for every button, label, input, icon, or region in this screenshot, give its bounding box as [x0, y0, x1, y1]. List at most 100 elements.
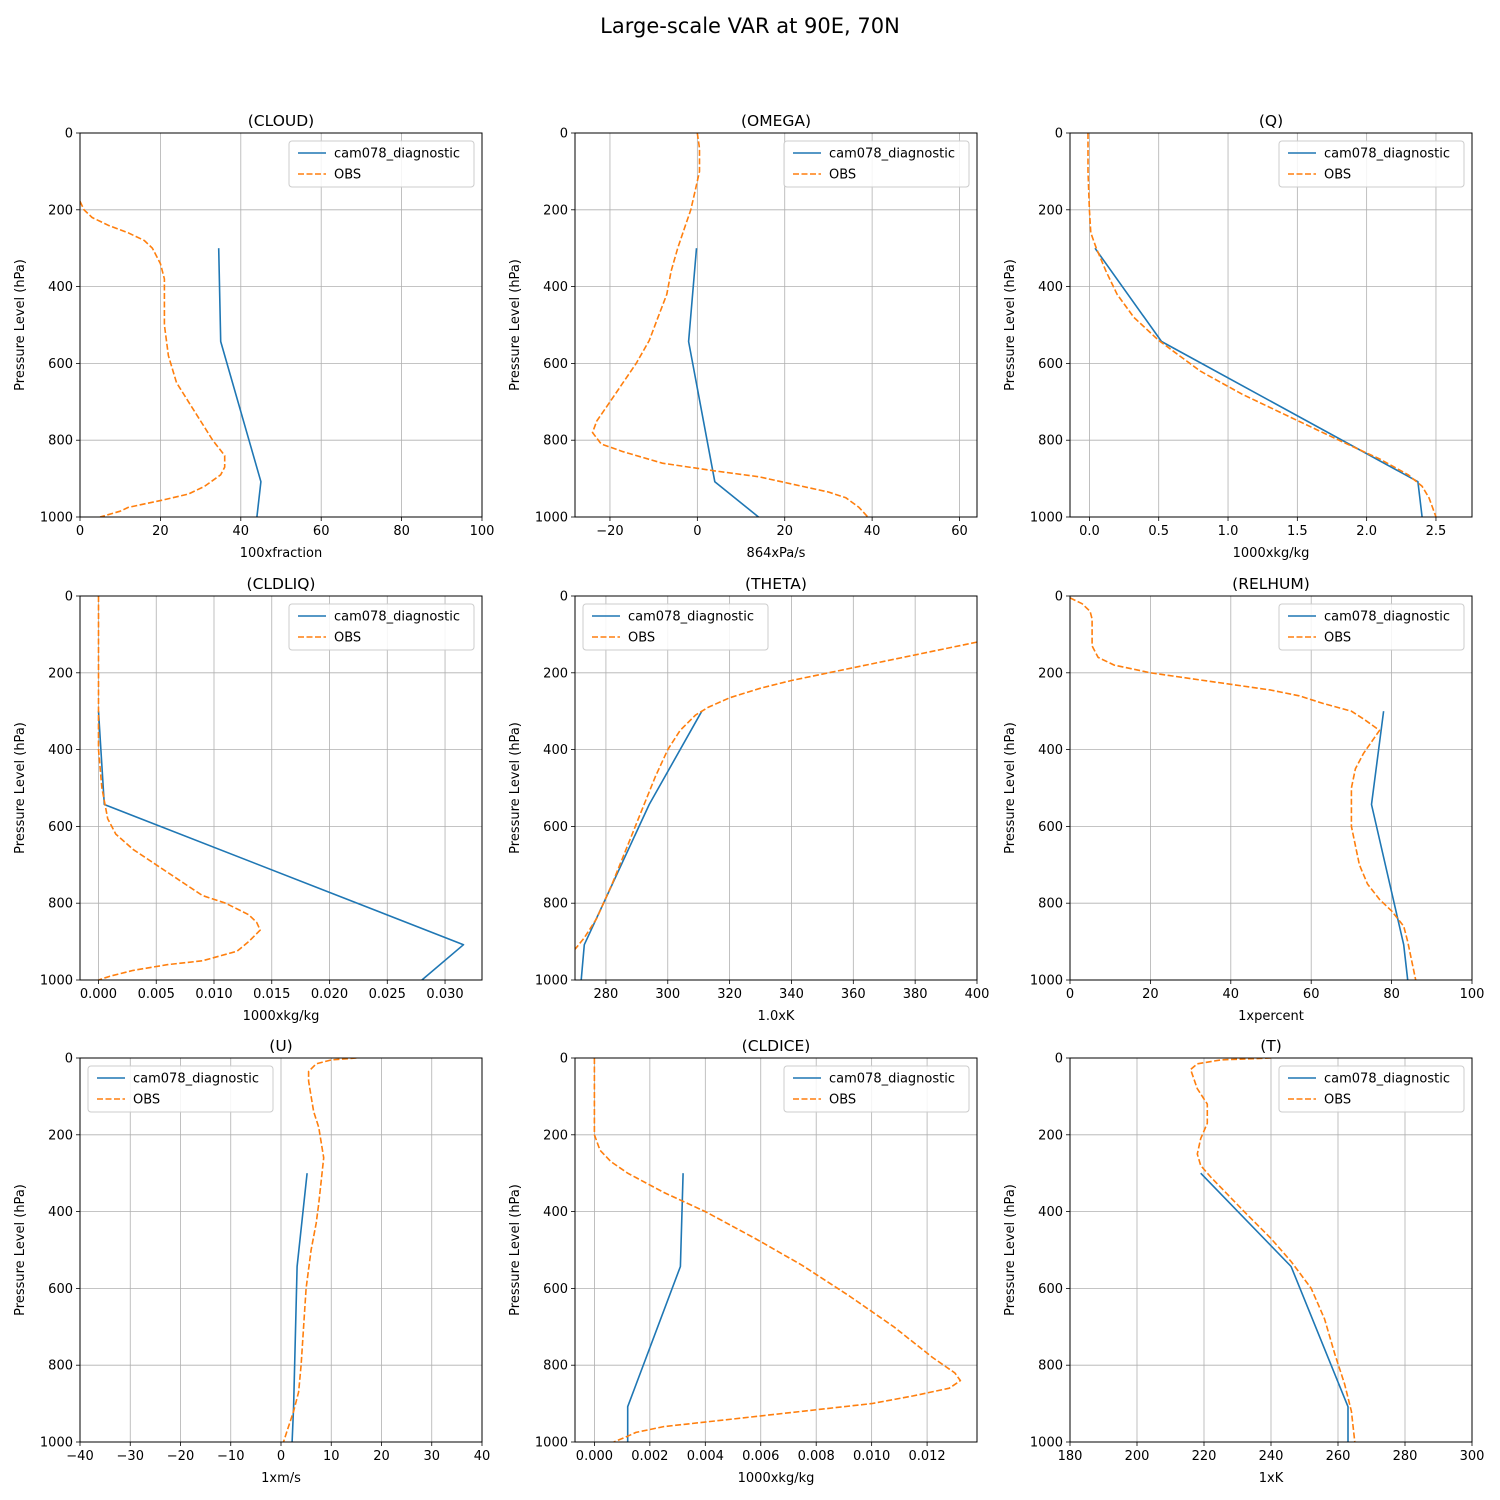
legend-label: cam078_diagnostic — [1324, 610, 1450, 625]
y-axis-label: Pressure Level (hPa) — [1003, 1184, 1018, 1316]
x-axis-label: 1000xkg/kg — [1233, 546, 1310, 561]
y-tick-label: 600 — [48, 357, 73, 372]
legend: cam078_diagnostic OBS — [1278, 1065, 1465, 1113]
y-tick-label: 400 — [1038, 1205, 1063, 1220]
plot-frame — [1069, 1057, 1473, 1443]
subplot-title: (OMEGA) — [741, 112, 811, 130]
y-tick-label: 800 — [543, 1359, 568, 1374]
x-tick-label: 0.012 — [908, 1449, 945, 1464]
series-line-model — [291, 1173, 308, 1442]
series-line-obs — [593, 1058, 962, 1442]
series-line-model — [1200, 1172, 1349, 1442]
legend-label: OBS — [1324, 631, 1351, 646]
subplot-omega: −20 0 20 40 6002004006008001000(OMEGA)864xPa… — [508, 112, 978, 561]
legend-label: OBS — [829, 168, 856, 183]
y-tick-label: 0 — [65, 127, 73, 142]
series-line-obs — [591, 133, 869, 517]
x-tick-label: 200 — [1125, 1449, 1150, 1464]
x-axis-label: 100xfraction — [240, 546, 322, 561]
y-tick-label: 800 — [1038, 1359, 1063, 1374]
x-tick-label: 40 — [474, 1449, 491, 1464]
y-tick-label: 800 — [48, 1359, 73, 1374]
subplot-cldice: 0.000 0.002 0.004 0.006 0.008 0.010 0.012 0 200 4… — [508, 1037, 978, 1486]
subplot-title: (THETA) — [745, 575, 807, 593]
y-tick-label: 0 — [560, 127, 568, 142]
subplot-theta: 280 300 320 340 360 380 400 0 200 400 600 800 1000 (T… — [508, 575, 989, 1024]
x-tick-label: 0.010 — [195, 987, 232, 1002]
y-tick-label: 600 — [543, 820, 568, 835]
x-tick-label: −30 — [117, 1449, 144, 1464]
series-line-model — [580, 710, 703, 980]
x-tick-label: 0 — [277, 1449, 285, 1464]
subplot-title: (RELHUM) — [1232, 575, 1310, 593]
legend-label: cam078_diagnostic — [628, 610, 754, 625]
series-line-model — [687, 248, 760, 517]
y-axis-label: Pressure Level (hPa) — [13, 259, 28, 391]
legend-label: cam078_diagnostic — [829, 147, 955, 162]
legend: cam078_diagnostic OBS — [288, 603, 475, 651]
x-tick-label: −10 — [217, 1449, 244, 1464]
y-tick-label: 200 — [543, 203, 568, 218]
series-line-obs — [1070, 597, 1417, 980]
plot-frame — [574, 1057, 978, 1443]
subplot-cldliq: 0.000 0.005 0.010 0.015 0.020 0.025 0.030 0 200 4… — [13, 575, 483, 1024]
y-tick-label: 600 — [1038, 820, 1063, 835]
series-line-obs — [97, 596, 261, 980]
y-tick-label: 200 — [1038, 1128, 1063, 1143]
y-tick-label: 800 — [48, 897, 73, 912]
x-tick-label: 360 — [841, 987, 866, 1002]
x-tick-label: 20 — [776, 524, 793, 539]
subplot-title: (Q) — [1259, 112, 1283, 130]
plot-frame — [79, 595, 483, 981]
legend-label: cam078_diagnostic — [1324, 147, 1450, 162]
subplot-title: (CLDLIQ) — [247, 575, 316, 593]
legend-label: OBS — [334, 168, 361, 183]
series-line-model — [217, 248, 262, 517]
legend: cam078_diagnostic OBS — [288, 140, 475, 188]
y-tick-label: 400 — [1038, 280, 1063, 295]
series-line-obs — [282, 1058, 357, 1442]
x-tick-label: 30 — [423, 1449, 440, 1464]
legend-label: cam078_diagnostic — [334, 610, 460, 625]
y-axis-label: Pressure Level (hPa) — [13, 1184, 28, 1316]
y-tick-label: 200 — [48, 666, 73, 681]
y-tick-label: 1000 — [535, 511, 568, 526]
y-tick-label: 1000 — [535, 1436, 568, 1451]
y-tick-label: 800 — [48, 434, 73, 449]
y-tick-label: 600 — [1038, 1282, 1063, 1297]
legend-label: OBS — [334, 631, 361, 646]
figure-title: Large-scale VAR at 90E, 70N — [600, 14, 900, 38]
x-tick-label: 340 — [779, 987, 804, 1002]
x-tick-label: 380 — [903, 987, 928, 1002]
x-tick-label: 0.0 — [1079, 524, 1100, 539]
plot-frame — [574, 595, 978, 981]
x-tick-label: 0.030 — [426, 987, 463, 1002]
y-tick-label: 1000 — [40, 511, 73, 526]
x-axis-label: 1000xkg/kg — [738, 1471, 815, 1486]
x-tick-label: 100 — [1460, 987, 1485, 1002]
y-tick-label: 600 — [1038, 357, 1063, 372]
x-tick-label: 0.006 — [742, 1449, 779, 1464]
x-tick-label: 0.002 — [631, 1449, 668, 1464]
subplot-q: 0.0 0.5 1.0 1.5 2.0 2.5 0 200 400 600 800 1000 (Q) 10… — [1003, 112, 1473, 561]
series-line-model — [97, 711, 465, 980]
x-tick-label: 40 — [864, 524, 881, 539]
plot-frame — [1069, 595, 1473, 981]
x-tick-label: 80 — [1383, 987, 1400, 1002]
y-tick-label: 800 — [1038, 434, 1063, 449]
x-tick-label: 180 — [1058, 1449, 1083, 1464]
legend-label: cam078_diagnostic — [829, 1072, 955, 1087]
y-tick-label: 400 — [543, 280, 568, 295]
legend-box — [1278, 1065, 1465, 1113]
x-tick-label: 80 — [393, 524, 410, 539]
x-axis-label: 864xPa/s — [747, 546, 806, 561]
y-tick-label: 0 — [1055, 127, 1063, 142]
y-tick-label: 600 — [48, 820, 73, 835]
y-axis-label: Pressure Level (hPa) — [13, 722, 28, 854]
x-tick-label: 20 — [373, 1449, 390, 1464]
y-tick-label: 200 — [48, 1128, 73, 1143]
y-tick-label: 400 — [543, 1205, 568, 1220]
x-tick-label: 10 — [323, 1449, 340, 1464]
y-tick-label: 1000 — [535, 974, 568, 989]
